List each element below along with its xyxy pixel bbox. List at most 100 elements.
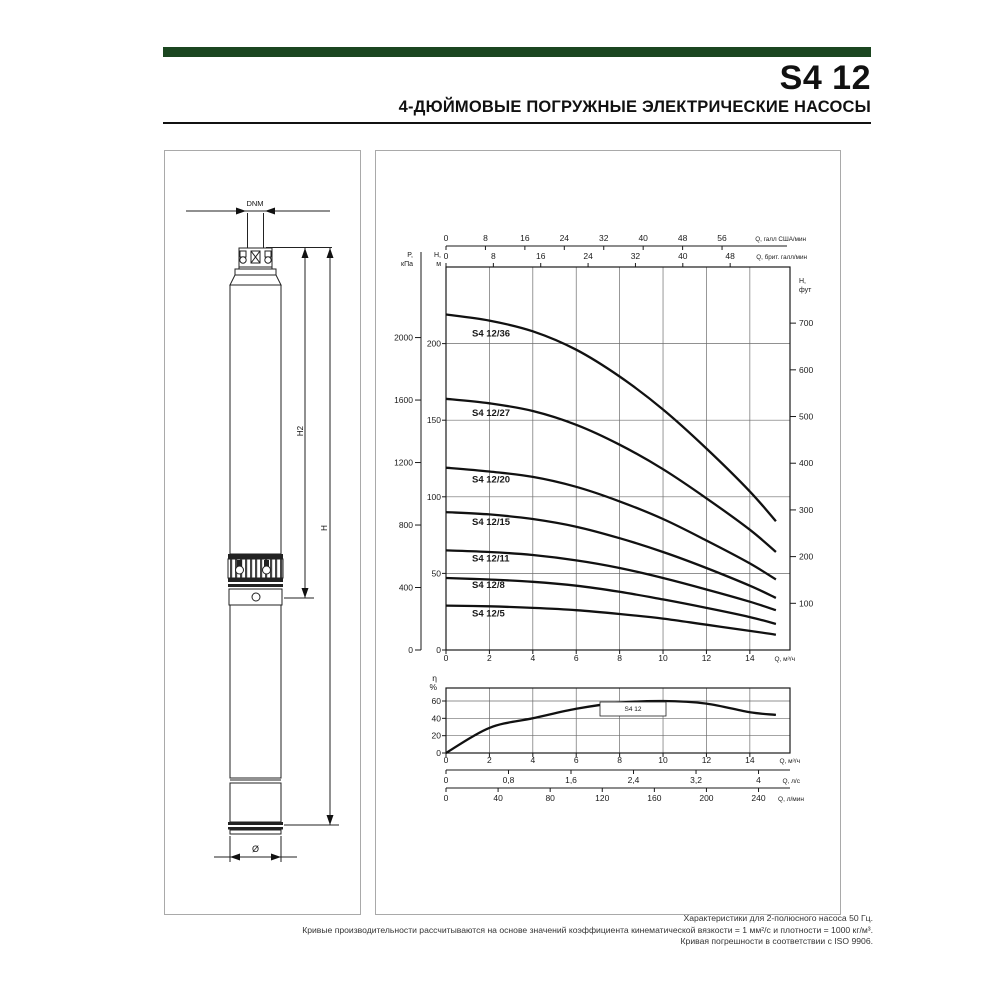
chart-text: 1600: [394, 395, 413, 405]
chart-text: 48: [678, 233, 688, 243]
header-accent-bar: [163, 47, 871, 57]
chart-text: 50: [432, 568, 442, 578]
chart-text: 8: [617, 755, 622, 765]
chart-text: 100: [799, 598, 813, 608]
chart-text: 6: [574, 755, 579, 765]
motor-body: [229, 604, 282, 779]
chart-text: 2: [487, 653, 492, 663]
chart-text: 200: [799, 552, 813, 562]
feet-axis-unit: H,: [799, 278, 806, 285]
chart-text: 40: [432, 713, 442, 723]
chart-text: 0: [444, 793, 449, 803]
chart-text: 14: [745, 755, 755, 765]
curve-S4-12-36: [445, 313, 777, 523]
chart-text: 200: [427, 339, 441, 349]
chart-text: 80: [545, 793, 555, 803]
chart-text: 3,2: [690, 775, 702, 785]
chart-text: 8: [491, 251, 496, 261]
chart-text: 24: [560, 233, 570, 243]
chart-text: 10: [658, 755, 668, 765]
chart-text: 12: [702, 755, 712, 765]
chart-text: 10: [658, 653, 668, 663]
chart-text: 800: [399, 520, 413, 530]
lps-axis-unit: Q, л/с: [782, 778, 800, 785]
chart-text: 0: [436, 748, 441, 758]
chart-text: 20: [432, 731, 442, 741]
footnote-line: Кривая погрешности в соответствии с ISO …: [680, 936, 873, 947]
curve-label: S4 12/5: [472, 609, 505, 620]
header-rule: [163, 122, 871, 124]
h-label: H: [320, 525, 329, 531]
curve-S4-12-20: [445, 466, 777, 581]
chart-text: 0: [444, 233, 449, 243]
chart-text: 48: [725, 251, 735, 261]
curve-S4-12-8: [445, 576, 777, 626]
chart-text: 120: [595, 793, 609, 803]
head-bolt-left: [239, 256, 247, 264]
efficiency-label: S4 12: [625, 706, 642, 713]
strainer-bolt-right: [262, 565, 271, 575]
main-chart: 0 2 4 6 8 10 12 14 Q, м³/ч050100150200H,м0400800…: [394, 233, 813, 663]
chart-text: 0: [444, 755, 449, 765]
chart-text: 160: [647, 793, 661, 803]
chart-text: 60: [432, 696, 442, 706]
chart-text: 500: [799, 412, 813, 422]
chart-text: 4: [530, 653, 535, 663]
head-axis-unit: H,: [434, 252, 441, 259]
diameter-label: Ø: [252, 844, 259, 854]
dnm-arrow-left: [236, 207, 246, 215]
pump-body: [229, 284, 282, 555]
eff-xaxis-unit: Q, м³/ч: [780, 758, 801, 765]
curve-label: S4 12/20: [472, 475, 510, 486]
chart-text: 400: [799, 458, 813, 468]
kpa-axis-unit: кПа: [401, 261, 413, 268]
chart-text: 24: [583, 251, 593, 261]
chart-text: 600: [799, 365, 813, 375]
chart-text: 300: [799, 505, 813, 515]
head-bolt-right: [264, 256, 272, 264]
footnotes: Характеристики для 2-полюсного насоса 50…: [302, 913, 873, 948]
chart-text: 2000: [394, 333, 413, 343]
chart-text: 40: [638, 233, 648, 243]
curve-S4-12-5: [445, 604, 777, 636]
chart-text: 2,4: [628, 775, 640, 785]
efficiency-label-box: [599, 701, 667, 717]
curve-label: S4 12/15: [472, 517, 511, 528]
cable-gland: [251, 592, 261, 602]
head-axis-unit: м: [436, 261, 441, 268]
chart-text: 150: [427, 415, 441, 425]
curve-label: S4 12/27: [472, 408, 510, 419]
eta-axis-unit: η: [432, 673, 437, 683]
main-xaxis-unit: Q, м³/ч: [775, 656, 796, 663]
chart-text: 14: [745, 653, 755, 663]
chart-text: 8: [483, 233, 488, 243]
chart-text: 0: [436, 645, 441, 655]
curve-label: S4 12/8: [472, 580, 505, 591]
curve-label: S4 12/11: [472, 553, 510, 564]
chart-text: 0: [444, 653, 449, 663]
chart-text: 700: [799, 318, 813, 328]
chart-text: 12: [702, 653, 712, 663]
chart-text: 200: [699, 793, 713, 803]
curve-S4-12-27: [445, 397, 777, 553]
chart-text: 16: [520, 233, 530, 243]
chart-text: 40: [493, 793, 503, 803]
dnm-arrow-right: [265, 207, 275, 215]
chart-text: 56: [717, 233, 727, 243]
page-title: S4 12: [779, 59, 871, 97]
chart-text: 0,8: [503, 775, 515, 785]
motor-end-cap: [229, 829, 282, 835]
kpa-axis-unit: P,: [407, 252, 413, 259]
lpm-axis-unit: Q, л/мин: [778, 796, 804, 803]
dnm-label: DNM: [246, 199, 263, 208]
impgpm-axis-unit: Q, брит. галл/мин: [756, 253, 807, 261]
chart-text: 32: [599, 233, 609, 243]
chart-text: 400: [399, 583, 413, 593]
feet-axis-unit: фут: [799, 287, 812, 294]
chart-text: 1200: [394, 458, 413, 468]
chart-text: 0: [444, 775, 449, 785]
